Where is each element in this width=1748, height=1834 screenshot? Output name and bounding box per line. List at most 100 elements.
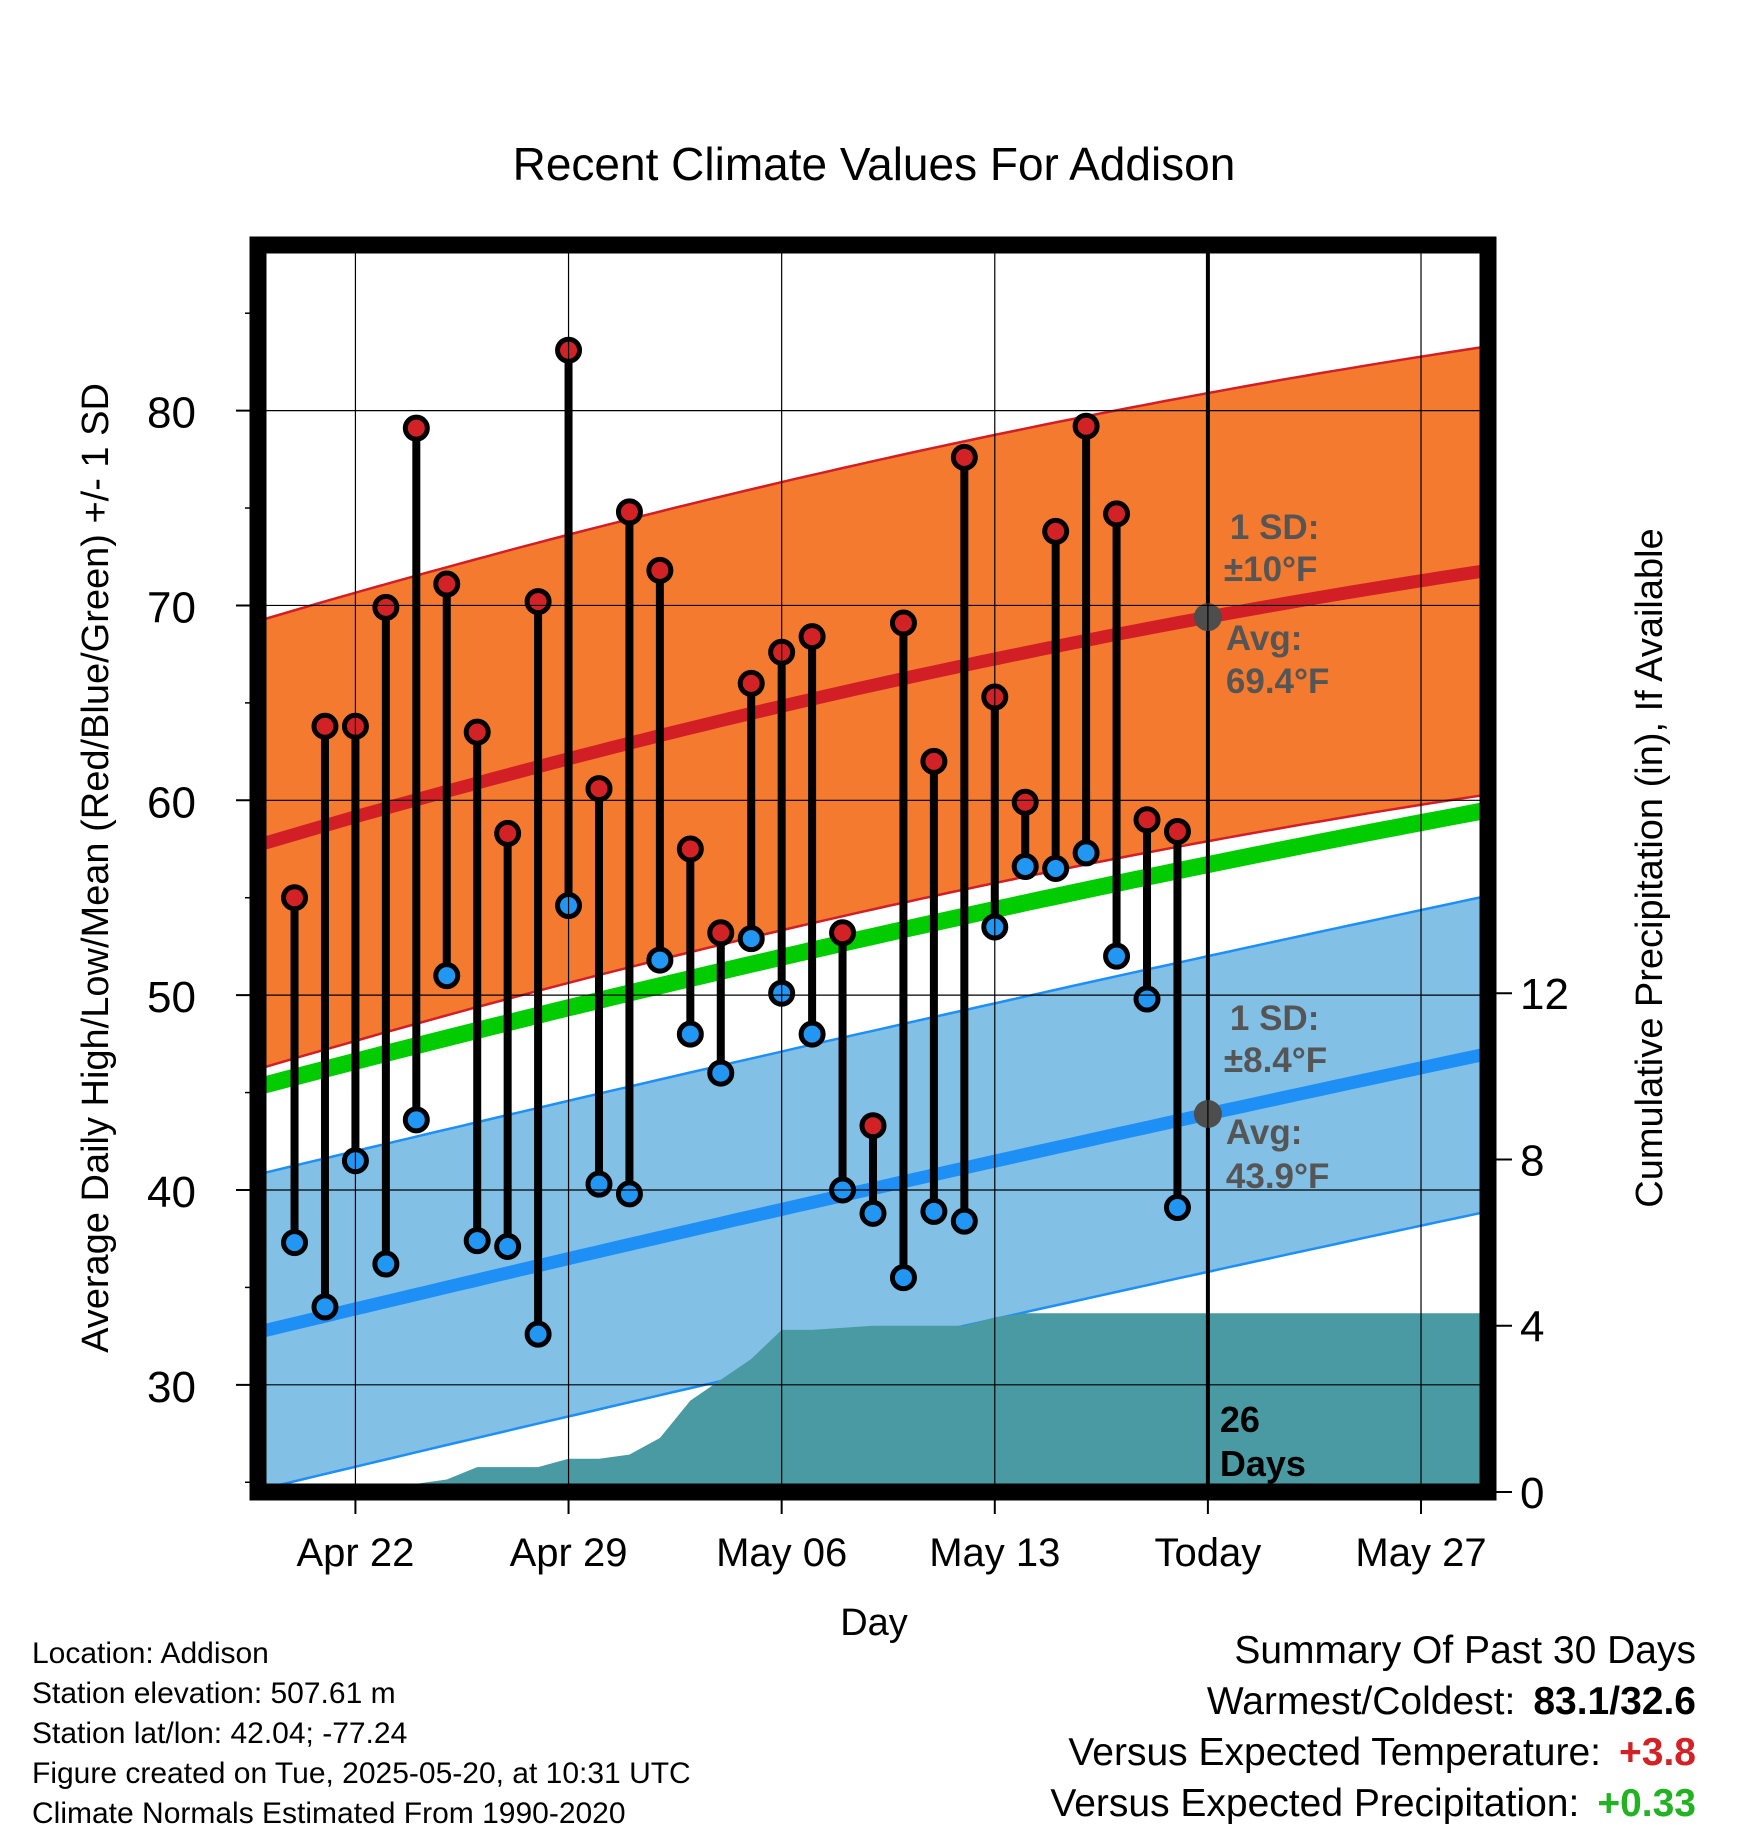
daily-high-point (707, 919, 735, 947)
footer-created: Figure created on Tue, 2025-05-20, at 10… (32, 1757, 691, 1790)
low-avg-value: 43.9°F (1226, 1157, 1330, 1196)
daily-low-point (1011, 853, 1039, 881)
daily-low-point (859, 1199, 887, 1227)
y2-tick-label: 4 (1520, 1303, 1544, 1352)
y-tick-label: 80 (147, 389, 196, 438)
summary-precip-value: +0.33 (1597, 1782, 1696, 1825)
daily-low-point (463, 1227, 491, 1255)
avg-high-line (256, 563, 1489, 852)
daily-high-point (737, 669, 765, 697)
summary-warmest-value: 83.1/32.6 (1533, 1680, 1696, 1723)
high-avg-value: 69.4°F (1226, 662, 1330, 701)
daily-low-point (433, 962, 461, 990)
y2-tick-label: 8 (1520, 1136, 1544, 1185)
summary-temp-value: +3.8 (1619, 1731, 1696, 1774)
y-tick-label: 70 (147, 583, 196, 632)
y2-tick-label: 12 (1520, 970, 1569, 1019)
low-sd-value: ±8.4°F (1224, 1041, 1327, 1080)
daily-high-point (859, 1112, 887, 1140)
daily-high-point (646, 556, 674, 584)
daily-low-point (372, 1250, 400, 1278)
daily-high-point (1042, 517, 1070, 545)
daily-high-point (433, 570, 461, 598)
summary-precip-row: Versus Expected Precipitation: +0.33 (1050, 1778, 1696, 1829)
high-sd-label: 1 SD: (1230, 508, 1319, 547)
daily-low-point (707, 1059, 735, 1087)
daily-low-point (1103, 942, 1131, 970)
low-avg-label: Avg: (1226, 1113, 1302, 1152)
daily-low-point (585, 1170, 613, 1198)
daily-low-point (1163, 1194, 1191, 1222)
daily-low-point (281, 1229, 309, 1257)
daily-low-point (646, 946, 674, 974)
summary-warmest-row: Warmest/Coldest: 83.1/32.6 (1050, 1676, 1696, 1727)
y-axis-title: Average Daily High/Low/Mean (Red/Blue/Gr… (75, 383, 117, 1353)
footer-location: Location: Addison (32, 1637, 269, 1670)
y-tick-label: 60 (147, 778, 196, 827)
summary-warmest-label: Warmest/Coldest: (1206, 1680, 1516, 1723)
avg-mean-line (255, 801, 1490, 1095)
x-tick-label: Today (1155, 1531, 1262, 1575)
daily-low-point (676, 1020, 704, 1048)
daily-high-point (585, 775, 613, 803)
footer-normals: Climate Normals Estimated From 1990-2020 (32, 1797, 626, 1830)
daily-high-point (1011, 788, 1039, 816)
summary-title: Summary Of Past 30 Days (1234, 1629, 1696, 1672)
daily-low-point (889, 1264, 917, 1292)
y-tick-label: 40 (147, 1168, 196, 1217)
y-tick-label: 30 (147, 1363, 196, 1412)
daily-low-point (1072, 839, 1100, 867)
high-avg-label: Avg: (1226, 619, 1302, 658)
daily-high-point (615, 498, 643, 526)
daily-low-point (402, 1106, 430, 1134)
daily-high-point (920, 747, 948, 775)
footer-elevation: Station elevation: 507.61 m (32, 1677, 396, 1710)
y2-tick-label: 0 (1520, 1469, 1544, 1518)
summary-temp-row: Versus Expected Temperature: +3.8 (1050, 1727, 1696, 1778)
daily-high-point (676, 835, 704, 863)
daily-low-point (524, 1320, 552, 1348)
today-days-number: 26 (1220, 1399, 1260, 1440)
daily-high-point (798, 623, 826, 651)
high-sd-upper-edge (257, 345, 1489, 623)
daily-low-point (950, 1207, 978, 1235)
y2-axis-title: Cumulative Precipitation (in), If Availa… (1629, 528, 1671, 1207)
footer-latlon: Station lat/lon: 42.04; -77.24 (32, 1717, 408, 1750)
daily-low-point (920, 1197, 948, 1225)
daily-high-point (1103, 500, 1131, 528)
x-tick-label: May 13 (929, 1531, 1060, 1575)
chart-title: Recent Climate Values For Addison (513, 138, 1236, 190)
daily-low-point (615, 1180, 643, 1208)
daily-high-point (463, 718, 491, 746)
daily-high-point (372, 593, 400, 621)
low-sd-upper-edge (257, 894, 1489, 1176)
x-tick-label: Apr 29 (510, 1531, 628, 1575)
daily-low-point (494, 1232, 522, 1260)
daily-high-point (950, 443, 978, 471)
summary-precip-label: Versus Expected Precipitation: (1050, 1782, 1580, 1825)
precip-area (309, 1313, 1488, 1492)
x-tick-label: Apr 22 (296, 1531, 414, 1575)
daily-low-point (311, 1293, 339, 1321)
daily-high-point (311, 712, 339, 740)
daily-high-point (829, 919, 857, 947)
daily-high-point (281, 884, 309, 912)
daily-low-point (1133, 985, 1161, 1013)
daily-high-point (402, 414, 430, 442)
daily-high-point (1133, 806, 1161, 834)
y-tick-label: 50 (147, 973, 196, 1022)
station-info: Location: Addison Station elevation: 507… (32, 1634, 691, 1834)
daily-low-point (1042, 855, 1070, 882)
daily-low-point (798, 1020, 826, 1048)
x-axis-title: Day (840, 1602, 908, 1644)
daily-high-point (1072, 412, 1100, 440)
high-sd-value: ±10°F (1224, 550, 1318, 589)
x-tick-label: May 06 (716, 1531, 847, 1575)
daily-high-point (889, 609, 917, 637)
daily-high-point (1163, 817, 1191, 845)
daily-low-point (737, 925, 765, 953)
summary-panel: Summary Of Past 30 Days Warmest/Coldest:… (1050, 1625, 1696, 1829)
today-days-word: Days (1220, 1443, 1306, 1484)
low-sd-label: 1 SD: (1230, 999, 1319, 1038)
